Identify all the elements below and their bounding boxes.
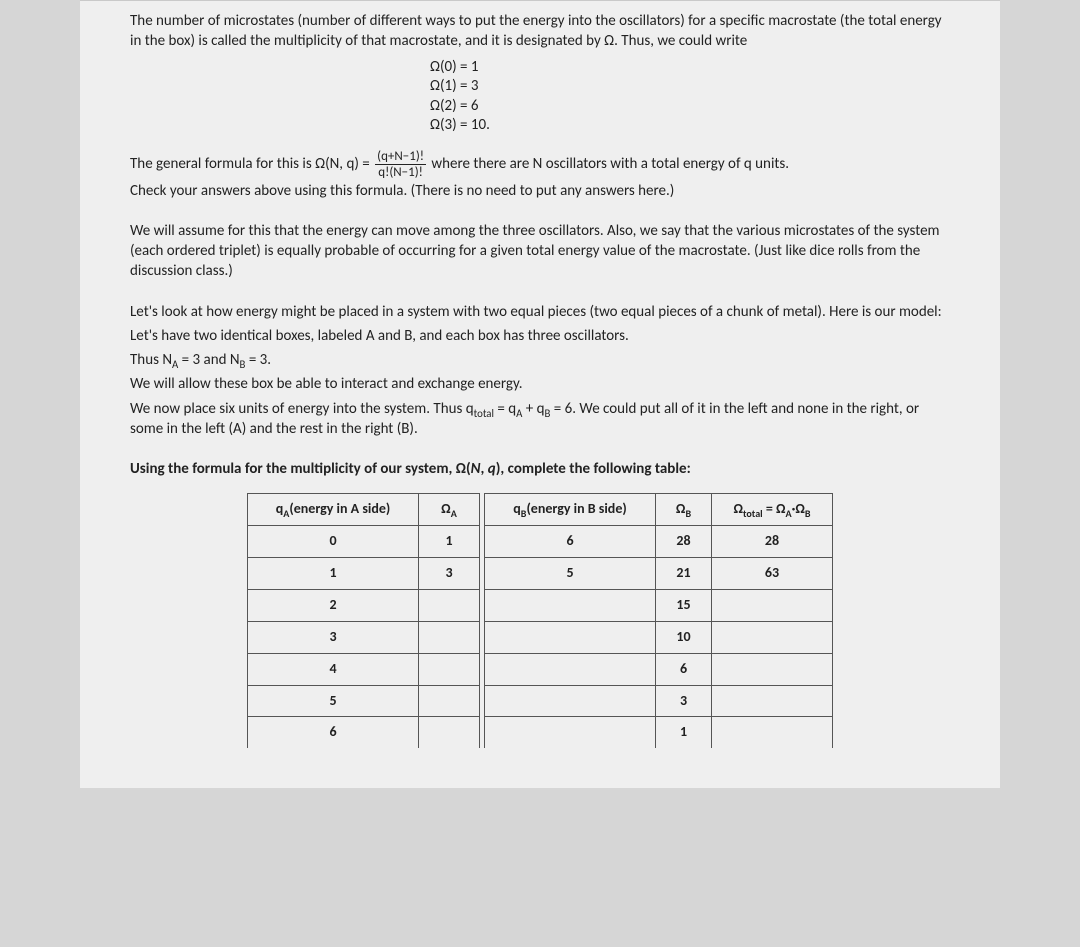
cell-qa: 6 xyxy=(248,717,419,748)
model-line-3: Thus NA = 3 and NB = 3. xyxy=(130,350,950,370)
cell-omega-b: 15 xyxy=(656,589,712,621)
table-row: 46 xyxy=(248,653,833,685)
cell-omega-b: 6 xyxy=(656,653,712,685)
cell-omega-a xyxy=(419,621,480,653)
table-row: 0162828 xyxy=(248,526,833,558)
cell-qa: 0 xyxy=(248,526,419,558)
formula-denominator: q!(N−1)! xyxy=(375,165,426,179)
model-line-5: We now place six units of energy into th… xyxy=(130,399,950,440)
cell-qb xyxy=(485,589,656,621)
intro-paragraph: The number of microstates (number of dif… xyxy=(130,11,950,52)
cell-qa: 2 xyxy=(248,589,419,621)
cell-omega-total xyxy=(712,685,833,717)
cell-omega-total xyxy=(712,717,833,748)
cell-omega-b: 21 xyxy=(656,558,712,590)
multiplicity-table: qA(energy in A side) ΩA qB(energy in B s… xyxy=(247,493,833,748)
document-page: The number of microstates (number of dif… xyxy=(80,0,1000,788)
cell-qb xyxy=(485,621,656,653)
formula-numerator: (q+N−1)! xyxy=(375,150,426,165)
cell-omega-total: 63 xyxy=(712,558,833,590)
table-row: 2 15 xyxy=(248,589,833,621)
cell-omega-b: 10 xyxy=(656,621,712,653)
formula-lead: The general formula for this is Ω(N, q) … xyxy=(130,155,373,173)
header-qa: qA(energy in A side) xyxy=(248,494,419,526)
cell-omega-b: 28 xyxy=(656,526,712,558)
cell-omega-a: 1 xyxy=(419,526,480,558)
cell-omega-b: 1 xyxy=(656,717,712,748)
cell-omega-a: 3 xyxy=(419,558,480,590)
model-line-1: Let's look at how energy might be placed… xyxy=(130,302,950,322)
check-answers: Check your answers above using this form… xyxy=(130,181,950,201)
table-header-row: qA(energy in A side) ΩA qB(energy in B s… xyxy=(248,494,833,526)
table-row: 61 xyxy=(248,717,833,748)
cell-qb xyxy=(485,653,656,685)
eq-0: Ω(0) = 1 xyxy=(430,58,950,78)
model-line-2: Let's have two identical boxes, labeled … xyxy=(130,326,950,346)
multiplicity-list: Ω(0) = 1 Ω(1) = 3 Ω(2) = 6 Ω(3) = 10. xyxy=(130,58,950,136)
cell-omega-total xyxy=(712,589,833,621)
eq-2: Ω(2) = 6 xyxy=(430,97,950,117)
cell-qb: 6 xyxy=(485,526,656,558)
header-omega-total: Ωtotal = ΩA·ΩB xyxy=(712,494,833,526)
header-omega-a: ΩA xyxy=(419,494,480,526)
cell-omega-a xyxy=(419,653,480,685)
cell-qa: 3 xyxy=(248,621,419,653)
cell-omega-total: 28 xyxy=(712,526,833,558)
cell-omega-a xyxy=(419,685,480,717)
assumption-paragraph: We will assume for this that the energy … xyxy=(130,221,950,282)
formula-tail: where there are N oscillators with a tot… xyxy=(428,155,789,173)
table-row: 53 xyxy=(248,685,833,717)
model-line-4: We will allow these box be able to inter… xyxy=(130,374,950,394)
table-row: 1352163 xyxy=(248,558,833,590)
formula-fraction: (q+N−1)! q!(N−1)! xyxy=(375,150,426,179)
eq-3: Ω(3) = 10. xyxy=(430,116,950,136)
cell-qa: 5 xyxy=(248,685,419,717)
cell-omega-a xyxy=(419,589,480,621)
header-omega-b: ΩB xyxy=(656,494,712,526)
cell-qb xyxy=(485,685,656,717)
cell-omega-total xyxy=(712,653,833,685)
table-body: 01628281352163215310465361 xyxy=(248,526,833,749)
table-row: 3 10 xyxy=(248,621,833,653)
cell-qa: 1 xyxy=(248,558,419,590)
cell-omega-b: 3 xyxy=(656,685,712,717)
header-qb: qB(energy in B side) xyxy=(485,494,656,526)
cell-qa: 4 xyxy=(248,653,419,685)
cell-qb xyxy=(485,717,656,748)
cell-qb: 5 xyxy=(485,558,656,590)
cell-omega-total xyxy=(712,621,833,653)
general-formula: The general formula for this is Ω(N, q) … xyxy=(130,150,950,179)
model-block: Let's look at how energy might be placed… xyxy=(130,302,950,440)
eq-1: Ω(1) = 3 xyxy=(430,77,950,97)
table-prompt: Using the formula for the multiplicity o… xyxy=(130,459,950,479)
cell-omega-a xyxy=(419,717,480,748)
